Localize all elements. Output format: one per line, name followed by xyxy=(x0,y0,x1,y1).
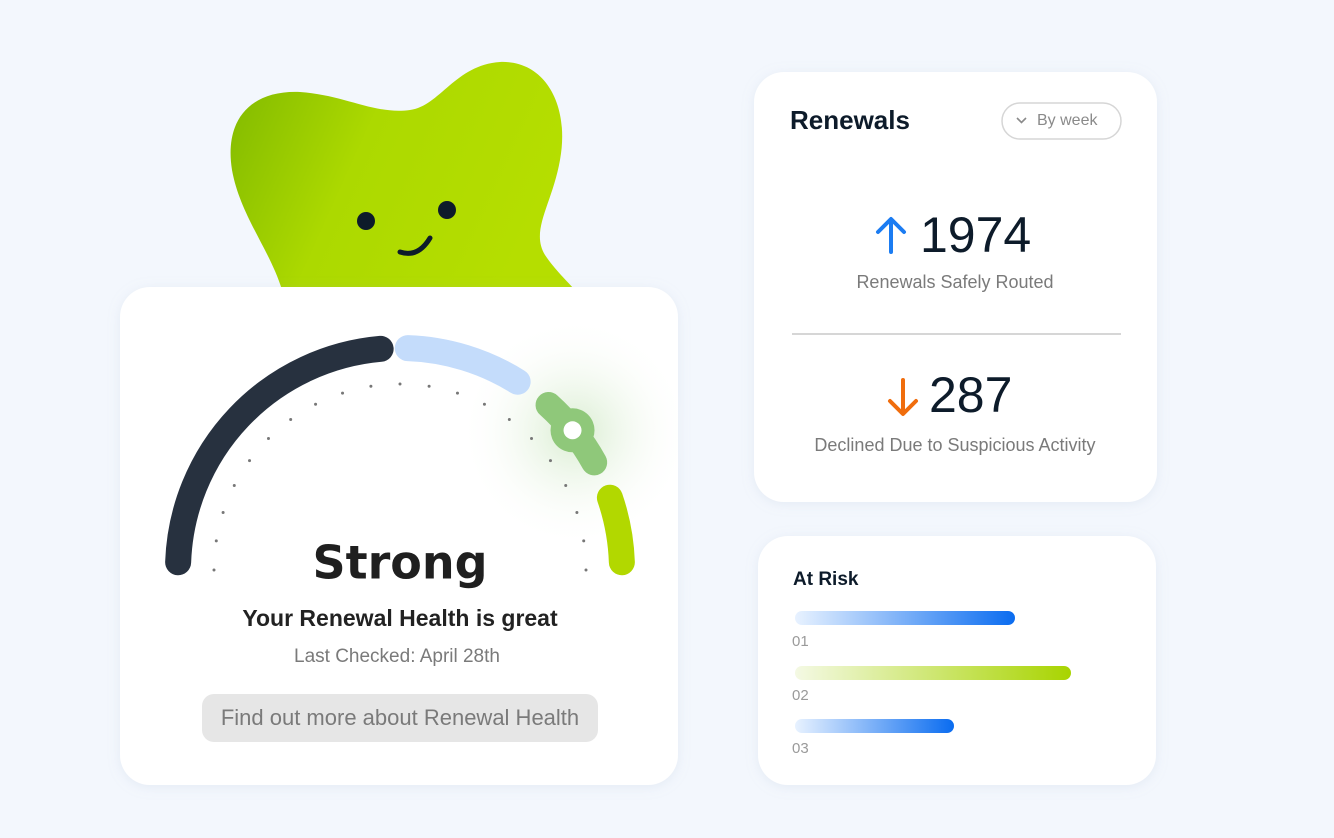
up-arrow xyxy=(876,217,906,254)
mascot-smile xyxy=(397,235,433,256)
gauge-tick xyxy=(530,436,534,440)
stat-value: 287 xyxy=(929,367,1012,423)
risk-bar xyxy=(795,611,1015,625)
gauge-tick xyxy=(314,402,318,406)
gauge-tick xyxy=(507,418,511,422)
gauge-arc xyxy=(165,335,394,576)
button-label[interactable]: Find out more about Renewal Health xyxy=(221,705,579,730)
mascot-eye xyxy=(438,201,456,219)
risk-label: 01 xyxy=(792,633,809,650)
button[interactable] xyxy=(202,694,598,742)
gauge-tick xyxy=(369,384,373,388)
gauge-tick xyxy=(341,391,345,395)
gauge-tick xyxy=(289,418,293,422)
stat-label: Renewals Safely Routed xyxy=(856,272,1053,292)
risk-label: 02 xyxy=(792,687,809,704)
gauge-tick xyxy=(427,384,431,388)
down-arrow xyxy=(888,378,918,416)
gauge-tick xyxy=(455,391,459,395)
gauge-tick xyxy=(248,459,252,463)
gauge-tick xyxy=(212,568,216,572)
risk-bar xyxy=(795,666,1071,680)
gauge-tick xyxy=(266,436,270,440)
gauge-tick xyxy=(584,568,588,572)
mascot xyxy=(230,61,575,291)
gauge-tick xyxy=(548,459,552,463)
gauge-arc xyxy=(394,335,531,395)
mascot-eye xyxy=(357,212,375,230)
renewals-card xyxy=(754,72,1157,502)
message: Your Renewal Health is great xyxy=(242,605,558,631)
gauge-tick xyxy=(232,484,236,488)
stat-value: 1974 xyxy=(920,207,1031,263)
dropdown-chevron[interactable] xyxy=(1016,117,1027,124)
gauge-tick xyxy=(564,484,568,488)
renewals-title: Renewals xyxy=(790,105,910,135)
filter-label[interactable]: By week xyxy=(1037,112,1098,129)
gauge-tick xyxy=(221,511,225,515)
gauge-tick xyxy=(482,402,486,406)
filter-dropdown[interactable] xyxy=(1001,102,1122,140)
gauge-tick xyxy=(575,511,579,515)
gauge-tick xyxy=(214,539,218,543)
stat-label: Declined Due to Suspicious Activity xyxy=(814,435,1095,455)
gauge-tick xyxy=(398,382,402,386)
risk-label: 03 xyxy=(792,740,809,757)
status: Strong xyxy=(312,536,487,590)
last-checked: Last Checked: April 28th xyxy=(294,646,500,667)
gauge xyxy=(165,335,635,576)
risk-bar xyxy=(795,719,954,733)
gauge-arc xyxy=(596,484,635,576)
gauge-tick xyxy=(582,539,586,543)
gauge-knob-center xyxy=(563,421,582,440)
at-risk-title: At Risk xyxy=(793,569,859,590)
